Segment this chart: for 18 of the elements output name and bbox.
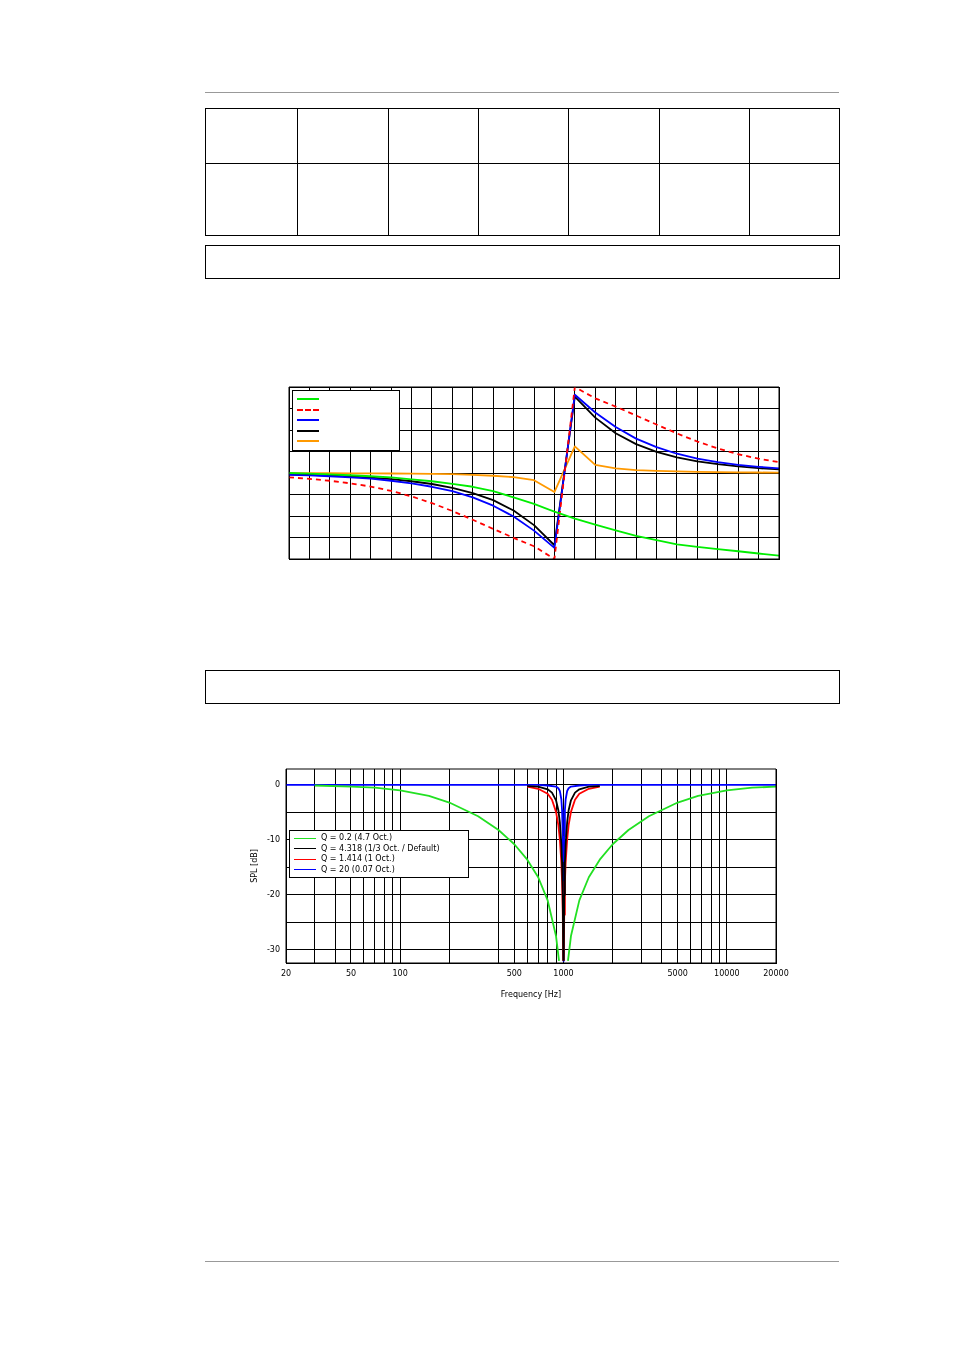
y-tick-label: -20 [266, 889, 280, 899]
x-tick-label: 500 [506, 968, 522, 978]
legend-label: Q = 20 (0.07 Oct.) [321, 864, 395, 875]
y-tick-label: 0 [274, 780, 280, 790]
x-tick-label: 20000 [763, 968, 789, 978]
y-tick-label: -30 [266, 944, 280, 954]
x-tick-label: 5000 [667, 968, 688, 978]
x-tick-label: 1000 [553, 968, 574, 978]
x-tick-label: 20 [280, 968, 292, 978]
x-tick-label: 100 [392, 968, 408, 978]
legend-label: Q = 0.2 (4.7 Oct.) [321, 833, 393, 844]
x-tick-label: 50 [345, 968, 357, 978]
y-tick-label: -10 [266, 834, 280, 844]
y-axis-title: SPL [dB] [249, 849, 259, 883]
x-tick-label: 10000 [714, 968, 740, 978]
x-axis-title: Frequency [Hz] [500, 990, 562, 1000]
legend-label: Q = 1.414 (1 Oct.) [321, 854, 395, 865]
legend-label: Q = 4.318 (1/3 Oct. / Default) [321, 843, 440, 854]
